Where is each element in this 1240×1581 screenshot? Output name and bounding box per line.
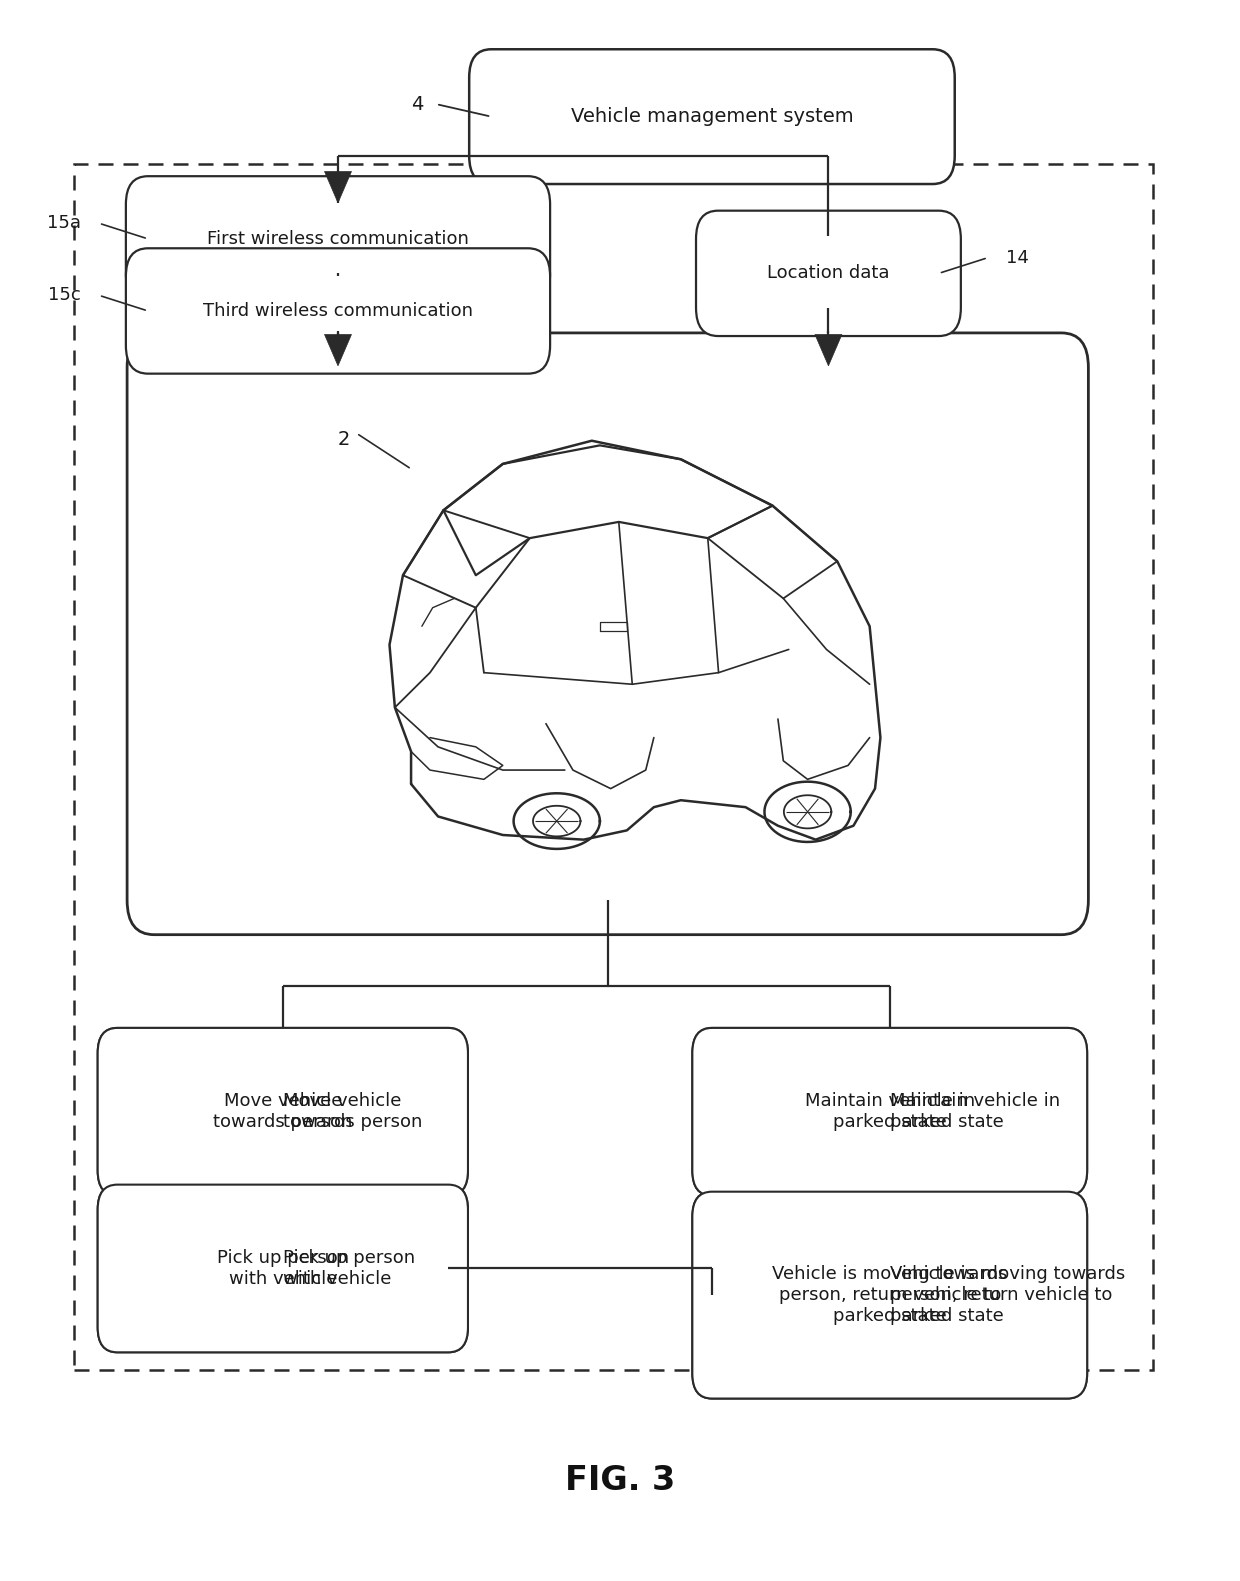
Text: 2: 2 [337,430,350,449]
FancyBboxPatch shape [126,175,551,302]
FancyBboxPatch shape [696,210,961,337]
Bar [74,164,1153,1371]
Text: 4: 4 [412,95,424,114]
Text: Move vehicle
towards person: Move vehicle towards person [213,1092,352,1130]
Text: Pick up person
with vehicle: Pick up person with vehicle [217,1249,348,1289]
Text: Pick up person
with vehicle: Pick up person with vehicle [283,1249,415,1289]
Text: 15a: 15a [47,213,81,232]
FancyBboxPatch shape [469,49,955,183]
FancyBboxPatch shape [128,334,1089,934]
Text: Vehicle is moving towards
person, return vehicle to
parked state: Vehicle is moving towards person, return… [890,1265,1125,1325]
Text: First wireless communication: First wireless communication [207,229,469,248]
FancyBboxPatch shape [98,1184,467,1352]
Text: Maintain vehicle in
parked state: Maintain vehicle in parked state [890,1092,1060,1130]
Text: Vehicle management system: Vehicle management system [570,108,853,126]
Text: Move vehicle
towards person: Move vehicle towards person [283,1092,422,1130]
FancyBboxPatch shape [98,1028,467,1195]
FancyBboxPatch shape [126,248,551,373]
FancyBboxPatch shape [98,1184,467,1352]
Text: Maintain vehicle in
parked state: Maintain vehicle in parked state [805,1092,975,1130]
Polygon shape [815,335,842,365]
Text: Third wireless communication: Third wireless communication [203,302,472,319]
FancyBboxPatch shape [692,1028,1087,1195]
Text: FIG. 3: FIG. 3 [565,1464,675,1497]
FancyBboxPatch shape [692,1192,1087,1399]
Text: 15c: 15c [48,286,81,304]
Text: 14: 14 [1006,248,1029,267]
Polygon shape [325,335,351,365]
FancyBboxPatch shape [692,1028,1087,1195]
FancyBboxPatch shape [692,1192,1087,1399]
Text: Vehicle is moving towards
person, return vehicle to
parked state: Vehicle is moving towards person, return… [773,1265,1007,1325]
FancyBboxPatch shape [98,1028,467,1195]
Polygon shape [325,171,351,202]
Text: Location data: Location data [768,264,889,283]
